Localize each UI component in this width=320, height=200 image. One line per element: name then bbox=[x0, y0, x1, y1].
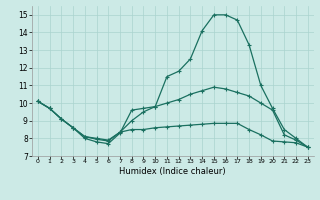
X-axis label: Humidex (Indice chaleur): Humidex (Indice chaleur) bbox=[119, 167, 226, 176]
